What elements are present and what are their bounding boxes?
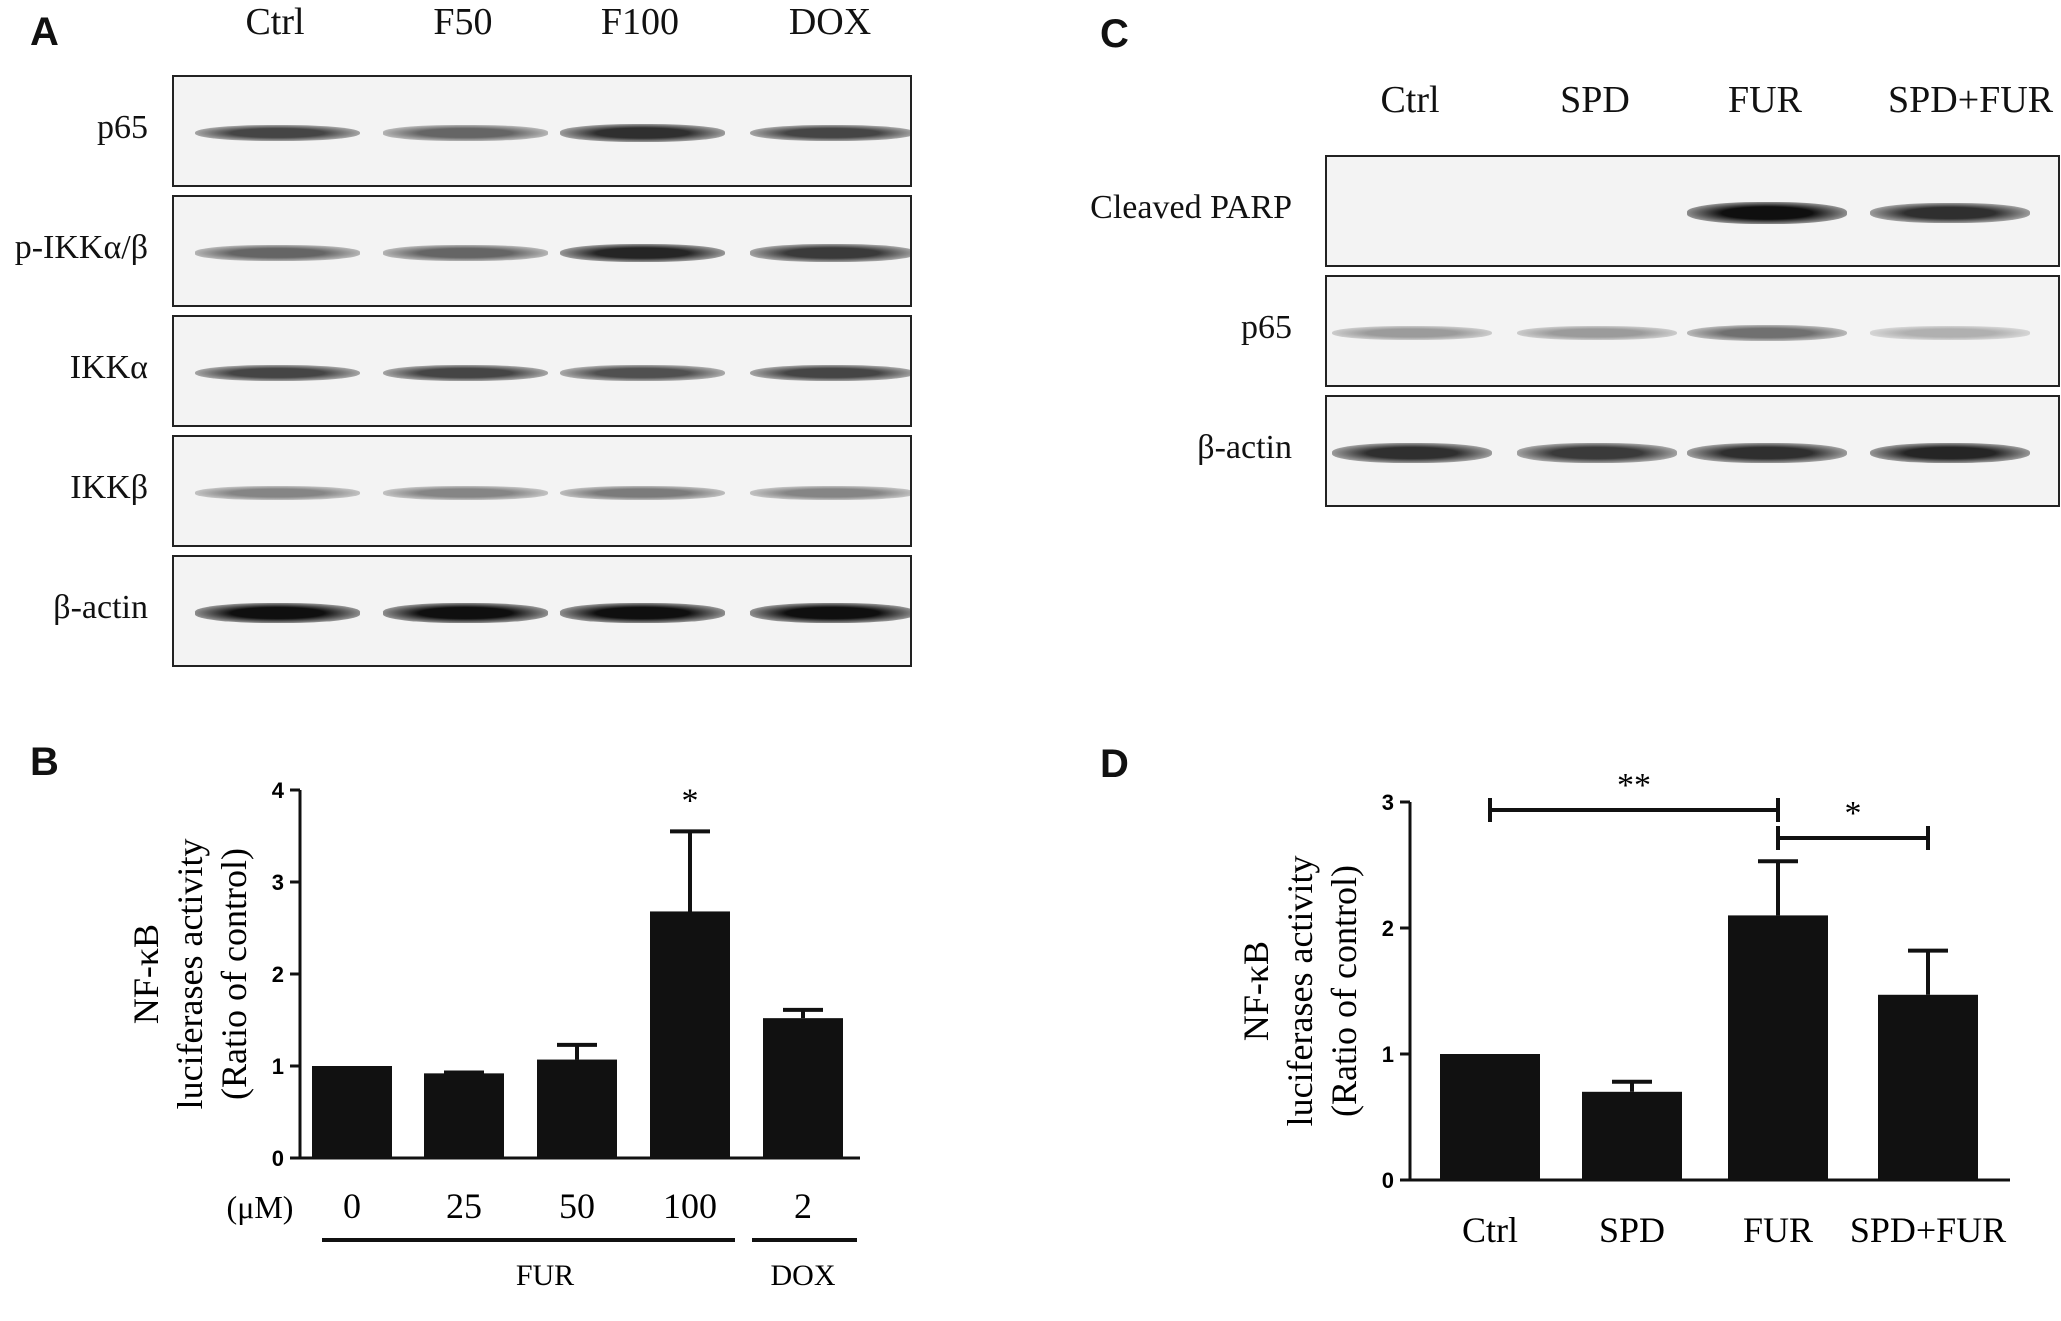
blot-a-band bbox=[559, 485, 725, 501]
blot-a-band bbox=[382, 125, 548, 141]
panel-letter-b: B bbox=[30, 740, 59, 784]
blot-a-row-label: p65 bbox=[97, 109, 148, 146]
chart-d-y-tick-label: 0 bbox=[1382, 1168, 1394, 1193]
blot-c-lane-label: SPD+FUR bbox=[1888, 79, 2054, 121]
chart-b-group-label: DOX bbox=[771, 1259, 836, 1292]
blot-c-band bbox=[1332, 325, 1492, 341]
blot-c-band bbox=[1687, 324, 1847, 342]
blot-c-lane-label: SPD bbox=[1560, 79, 1630, 121]
panel-letter-a: A bbox=[30, 10, 59, 54]
chart-d-y-tick-label: 1 bbox=[1382, 1042, 1394, 1067]
blot-a-lane-label: Ctrl bbox=[245, 1, 305, 43]
blot-c-band bbox=[1870, 203, 2030, 223]
blot-c-lane-label: Ctrl bbox=[1380, 79, 1440, 121]
blot-c-band bbox=[1870, 442, 2030, 464]
blot-c-row-label: p65 bbox=[1241, 309, 1292, 346]
blot-a-band bbox=[382, 364, 548, 382]
chart-b-x-tick-label: 25 bbox=[446, 1186, 482, 1226]
blot-a-blot-strip bbox=[172, 435, 912, 547]
chart-b-bar bbox=[763, 1018, 843, 1158]
blot-a-blot-strip bbox=[172, 195, 912, 307]
blot-a-band bbox=[749, 364, 910, 382]
chart-b-bar bbox=[650, 911, 730, 1158]
chart-d-x-tick-label: Ctrl bbox=[1462, 1210, 1518, 1250]
blot-a-band bbox=[382, 486, 548, 500]
chart-b-y-tick-label: 4 bbox=[272, 778, 285, 803]
blot-a-band bbox=[749, 486, 910, 500]
blot-a-row-label: p-IKKα/β bbox=[14, 229, 148, 266]
bar-chart-b: 0 1 2 3 4 NF-κB luciferases activity (Ratio of … bbox=[126, 778, 860, 1292]
chart-d-x-tick-label: SPD bbox=[1599, 1210, 1665, 1250]
blot-a-band bbox=[559, 243, 725, 263]
chart-d-y-tick-label: 2 bbox=[1382, 916, 1394, 941]
blot-c-lane-label: FUR bbox=[1728, 79, 1802, 121]
chart-b-y-tick-label: 2 bbox=[272, 962, 284, 987]
blot-a-lane-label: F50 bbox=[433, 1, 493, 43]
blot-a-band bbox=[749, 124, 910, 142]
blot-a-band bbox=[559, 364, 725, 382]
chart-d-bar bbox=[1440, 1054, 1540, 1180]
chart-b-group-label: FUR bbox=[516, 1259, 574, 1292]
chart-b-y-axis-label: luciferases activity bbox=[170, 839, 210, 1110]
blot-a-band bbox=[749, 244, 910, 262]
blot-a-band bbox=[382, 245, 548, 261]
blot-c-blot-strip bbox=[1325, 275, 2060, 387]
chart-b-y-tick-label: 0 bbox=[272, 1146, 284, 1171]
blot-a-blot-strip bbox=[172, 315, 912, 427]
chart-b-x-tick-label: 0 bbox=[343, 1186, 361, 1226]
blot-c-band bbox=[1687, 443, 1847, 463]
blot-a-band bbox=[194, 486, 360, 500]
chart-b-bar bbox=[537, 1059, 617, 1158]
blot-a-row-label: β-actin bbox=[53, 589, 148, 626]
blot-c-row-label: Cleaved PARP bbox=[1090, 189, 1292, 226]
chart-b-y-axis-label: (Ratio of control) bbox=[214, 848, 254, 1100]
chart-b-bar bbox=[424, 1073, 504, 1158]
blot-a-band bbox=[559, 124, 725, 142]
blot-c-blot-strip bbox=[1325, 155, 2060, 267]
chart-d-y-axis-label: (Ratio of control) bbox=[1324, 865, 1364, 1117]
chart-d-x-tick-label: FUR bbox=[1743, 1210, 1813, 1250]
blot-c-blot-strip bbox=[1325, 395, 2060, 507]
blot-c-band bbox=[1687, 202, 1847, 224]
bar-chart-d: 0 1 2 3 NF-κB luciferases activity (Ratio of c… bbox=[1236, 767, 2010, 1250]
chart-b-x-tick-label: 50 bbox=[559, 1186, 595, 1226]
chart-b-x-tick-label: 2 bbox=[794, 1186, 812, 1226]
chart-d-significance-star: ** bbox=[1617, 767, 1651, 804]
blot-a-band bbox=[194, 603, 360, 623]
blot-a-band bbox=[382, 603, 548, 623]
chart-b-y-tick-label: 3 bbox=[272, 870, 284, 895]
blot-c-band bbox=[1870, 326, 2030, 340]
panel-letter-d: D bbox=[1100, 742, 1129, 786]
chart-b-x-tick-label: 100 bbox=[663, 1186, 717, 1226]
chart-d-y-axis-label: luciferases activity bbox=[1280, 856, 1320, 1127]
chart-d-bar bbox=[1582, 1091, 1682, 1180]
chart-b-significance-star: * bbox=[682, 782, 699, 819]
chart-d-x-tick-label: SPD+FUR bbox=[1850, 1210, 2006, 1250]
chart-b-bar bbox=[312, 1066, 392, 1158]
chart-d-y-axis-label: NF-κB bbox=[1236, 941, 1276, 1041]
blot-a-row-label: IKKβ bbox=[70, 469, 148, 506]
blot-c-row-label: β-actin bbox=[1197, 429, 1292, 466]
blot-a-lane-label: F100 bbox=[600, 1, 680, 43]
blot-a-row-label: IKKα bbox=[69, 349, 148, 386]
blot-a-blot-strip bbox=[172, 75, 912, 187]
blot-a-band bbox=[194, 245, 360, 261]
chart-b-unit-label: (μM) bbox=[227, 1189, 294, 1225]
chart-b-y-tick-label: 1 bbox=[272, 1054, 284, 1079]
blot-a-band bbox=[559, 603, 725, 623]
blot-c-band bbox=[1517, 443, 1677, 463]
blot-a-blot-strip bbox=[172, 555, 912, 667]
panel-letter-c: C bbox=[1100, 12, 1129, 56]
blot-a-band bbox=[749, 603, 910, 623]
blot-c-band bbox=[1332, 443, 1492, 463]
chart-d-significance-star: * bbox=[1845, 795, 1862, 832]
chart-d-bar bbox=[1878, 994, 1978, 1180]
chart-b-y-axis-label: NF-κB bbox=[126, 924, 166, 1024]
blot-a-band bbox=[194, 364, 360, 382]
blot-a-lane-label: DOX bbox=[788, 1, 872, 43]
chart-d-bar bbox=[1728, 915, 1828, 1180]
blot-a-band bbox=[194, 124, 360, 142]
blot-c-band bbox=[1517, 325, 1677, 341]
chart-d-y-tick-label: 3 bbox=[1382, 790, 1394, 815]
